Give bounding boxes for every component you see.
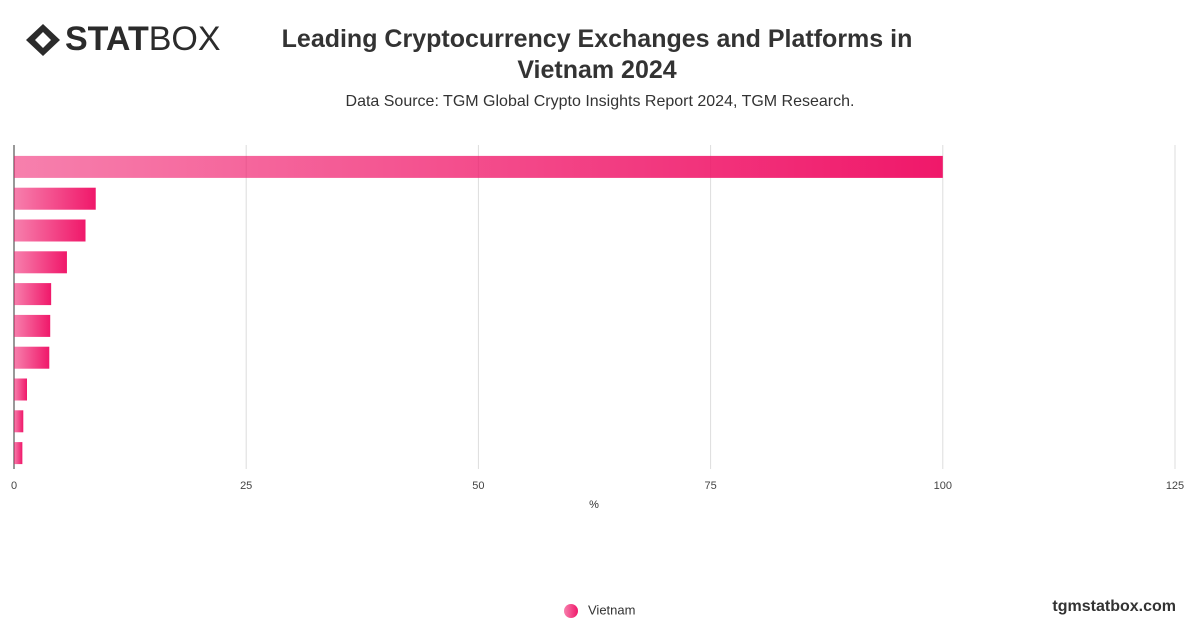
x-tick-label: 50 xyxy=(472,480,484,492)
x-tick-label: 125 xyxy=(1166,480,1184,492)
logo-bold: STAT xyxy=(65,20,149,58)
bar xyxy=(14,251,67,274)
logo-light: BOX xyxy=(149,20,221,58)
x-axis-label: % xyxy=(589,499,599,511)
chart-subtitle: Data Source: TGM Global Crypto Insights … xyxy=(346,93,855,110)
bar xyxy=(14,378,28,401)
bar xyxy=(14,155,943,178)
x-tick-label: 100 xyxy=(934,480,952,492)
legend-swatch xyxy=(564,604,578,618)
logo-text: STATBOX xyxy=(65,20,221,58)
x-tick-label: 25 xyxy=(240,480,252,492)
logo: STATBOX xyxy=(26,20,221,58)
bar xyxy=(14,187,96,210)
bar xyxy=(14,346,50,369)
bar xyxy=(14,442,23,465)
footer: tgmstatbox.com xyxy=(1052,598,1176,615)
bar xyxy=(14,219,86,242)
x-tick-label: 0 xyxy=(11,480,17,492)
legend-label: Vietnam xyxy=(588,602,635,617)
bar xyxy=(14,283,52,306)
bar xyxy=(14,314,51,337)
logo-icon xyxy=(35,32,51,48)
bar xyxy=(14,410,24,433)
x-tick-label: 75 xyxy=(704,480,716,492)
chart-title: Leading Cryptocurrency Exchanges and Pla… xyxy=(282,25,913,84)
